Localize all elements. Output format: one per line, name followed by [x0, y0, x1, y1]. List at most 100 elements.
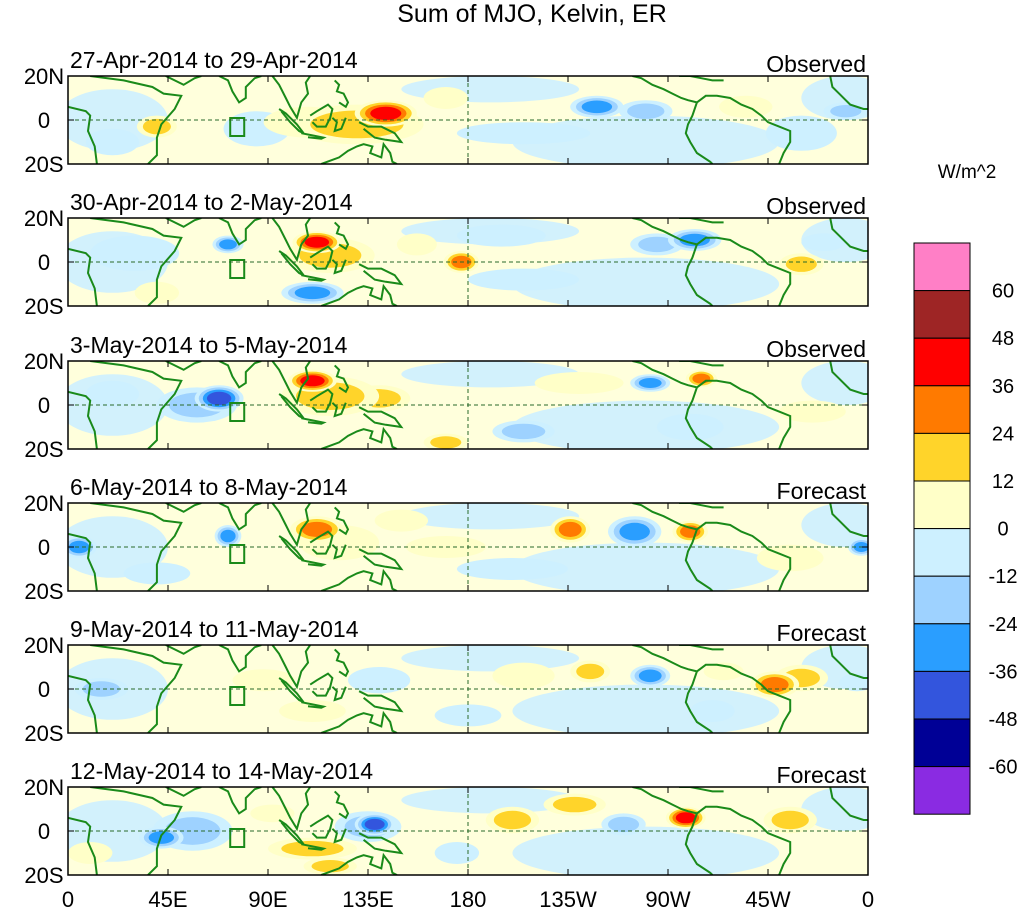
- anomaly-contour: [430, 436, 462, 449]
- coastline: [271, 645, 312, 690]
- coastline: [333, 790, 350, 820]
- coastline: [309, 530, 334, 555]
- anomaly-contour: [220, 529, 236, 543]
- y-tick-label: 20S: [24, 579, 63, 604]
- colorbar-swatch: [913, 670, 971, 720]
- colorbar-swatch: [913, 528, 971, 577]
- colorbar-swatch: [913, 337, 971, 387]
- coastline: [301, 274, 327, 282]
- anomaly-contour: [576, 663, 605, 680]
- colorbar-swatch: [913, 623, 971, 672]
- coastline: [684, 529, 714, 591]
- coastline: [309, 103, 334, 128]
- coastline: [218, 76, 262, 104]
- coastline: [90, 218, 183, 306]
- panel-period-label: 12-May-2014 to 14-May-2014: [70, 758, 373, 784]
- anomaly-contour: [581, 100, 613, 114]
- coastline: [684, 102, 714, 164]
- coastline: [301, 132, 327, 140]
- region-box: [229, 686, 246, 706]
- y-tick-label: 0: [38, 393, 50, 418]
- anomaly-contour: [232, 669, 295, 692]
- coastline: [218, 503, 262, 531]
- coastline: [632, 76, 698, 104]
- coastline: [632, 361, 698, 389]
- y-tick-label: 0: [38, 677, 50, 702]
- x-tick-label: 135W: [539, 887, 597, 912]
- colorbar-label: -24: [989, 614, 1018, 636]
- panel-period-label: 3-May-2014 to 5-May-2014: [70, 332, 348, 358]
- anomaly-contour: [765, 115, 837, 151]
- colorbar-label: -12: [989, 566, 1018, 588]
- anomaly-contour: [294, 286, 331, 300]
- y-tick-label: 0: [38, 108, 50, 133]
- coastlines: [68, 218, 868, 306]
- coastline: [68, 105, 98, 164]
- coastline: [333, 364, 350, 394]
- anomaly-contour: [456, 122, 591, 145]
- coastline: [331, 117, 347, 133]
- coastlines: [68, 645, 868, 733]
- anomaly-contour: [405, 536, 486, 558]
- anomaly-contour: [638, 236, 676, 253]
- coastline: [271, 76, 312, 121]
- colorbar-label: 36: [992, 376, 1014, 398]
- coastline: [320, 852, 398, 875]
- coastline: [679, 76, 724, 82]
- anomaly-contour: [608, 816, 640, 833]
- background-anomaly: [512, 542, 780, 591]
- anomaly-contour: [142, 118, 171, 135]
- coastline: [679, 218, 724, 224]
- coastline: [829, 503, 868, 537]
- colorbar-swatch: [913, 575, 971, 625]
- anomaly-field: [68, 645, 868, 733]
- background-anomaly: [401, 361, 580, 388]
- coastline: [632, 645, 698, 673]
- anomaly-contour: [68, 540, 90, 554]
- anomaly-contour: [364, 818, 385, 830]
- coastline: [331, 402, 347, 418]
- region-box: [229, 259, 246, 279]
- coastline: [271, 218, 312, 263]
- coastline: [684, 387, 714, 449]
- coastline: [829, 645, 868, 679]
- region-box: [229, 544, 246, 564]
- x-tick-label: 45E: [148, 887, 187, 912]
- coastline: [358, 263, 404, 286]
- coastline: [68, 247, 98, 306]
- colorbar-label: 0: [997, 519, 1008, 541]
- coastline: [68, 532, 98, 591]
- panel-6: 20N 0 20S 12-May-2014 to 14-May-2014 Forecas…: [24, 758, 869, 888]
- anomaly-contour: [558, 521, 582, 537]
- anomaly-contour: [692, 373, 711, 384]
- coastline: [309, 814, 334, 839]
- x-axis: 0 45E 90E 135E 180 135W 90W 45W 0: [62, 887, 874, 912]
- colorbar: W/m^2 60 48 36 24 12 0 -12 -24 -36 -48 -60: [913, 162, 1018, 815]
- colorbar-label: 24: [992, 423, 1014, 445]
- coastline: [684, 671, 714, 733]
- coastline: [320, 710, 398, 733]
- region-box: [229, 402, 246, 422]
- colorbar-swatch: [913, 480, 971, 530]
- panel-period-label: 30-Apr-2014 to 2-May-2014: [70, 189, 353, 215]
- panel-2: 20N 0 20S 30-Apr-2014 to 2-May-2014 Observed: [24, 189, 869, 319]
- region-box: [229, 828, 246, 848]
- colorbar-swatch: [913, 432, 971, 482]
- anomaly-contour: [206, 391, 232, 405]
- anomaly-contour: [279, 700, 346, 722]
- anomaly-field: [68, 361, 868, 449]
- y-tick-label: 20S: [24, 294, 63, 319]
- coastline: [90, 361, 183, 449]
- coastline: [358, 121, 404, 144]
- coastline: [309, 672, 334, 697]
- region-box: [229, 117, 246, 137]
- background-anomaly: [512, 400, 780, 449]
- coastline: [696, 236, 792, 306]
- panel-1: 20N 0 20S 27-Apr-2014 to 29-Apr-2014 Observe…: [24, 47, 869, 177]
- coastline: [331, 686, 347, 702]
- anomaly-contour: [304, 236, 330, 248]
- y-tick-label: 20N: [24, 206, 64, 231]
- coastline: [632, 218, 698, 246]
- anomaly-contour: [627, 103, 665, 119]
